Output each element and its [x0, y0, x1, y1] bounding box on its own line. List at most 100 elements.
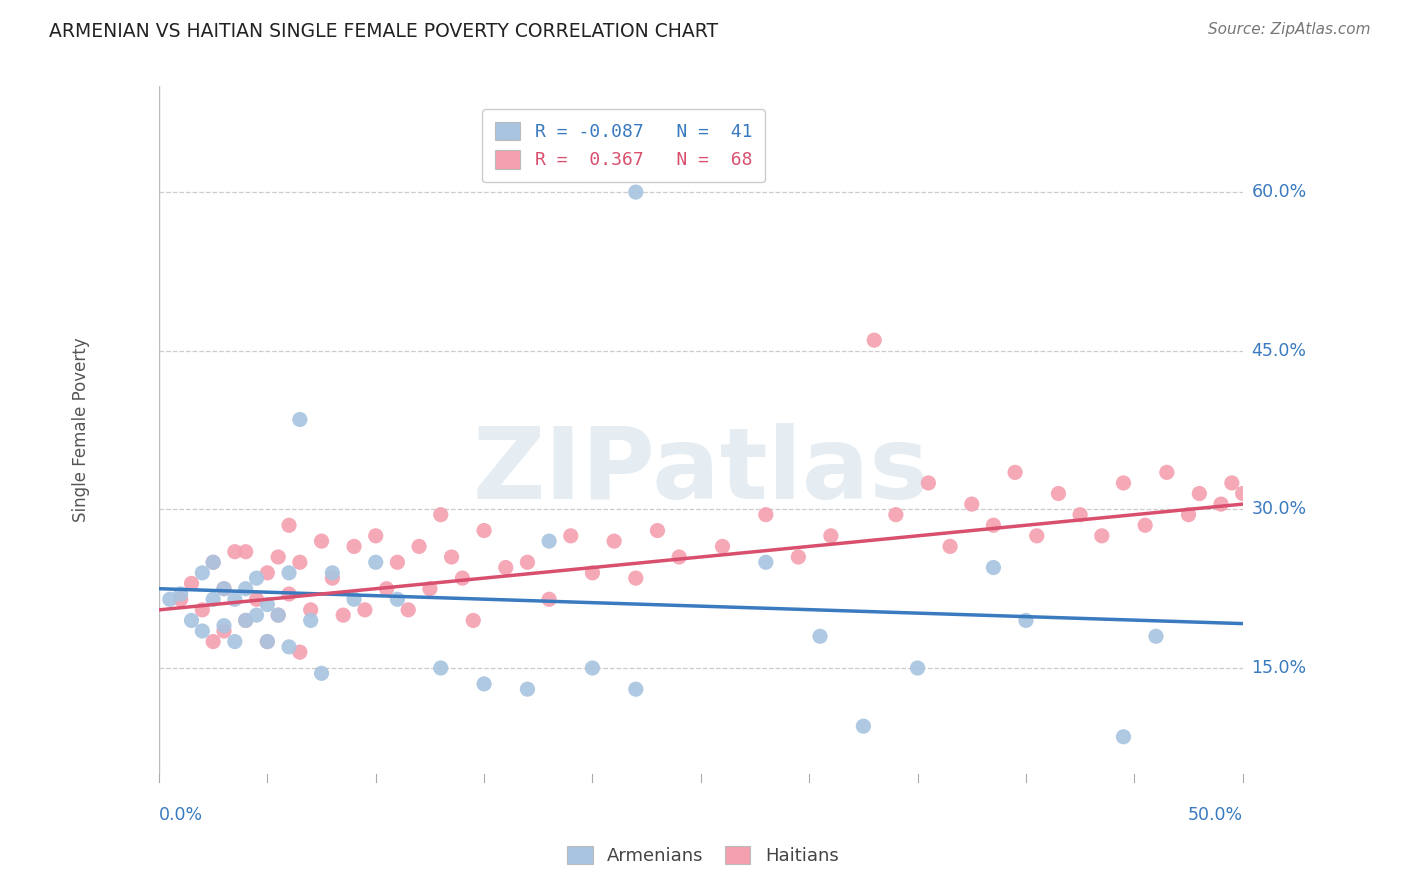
Text: 50.0%: 50.0% — [1188, 805, 1243, 823]
Point — [288, 645, 311, 659]
Point — [1177, 508, 1199, 522]
Point — [852, 719, 875, 733]
Point — [387, 592, 409, 607]
Point — [429, 661, 451, 675]
Point — [364, 555, 387, 569]
Point — [332, 608, 354, 623]
Point — [787, 549, 810, 564]
Point — [505, 143, 527, 157]
Point — [408, 540, 430, 554]
Point — [375, 582, 398, 596]
Point — [1188, 486, 1211, 500]
Point — [180, 576, 202, 591]
Point — [256, 634, 278, 648]
Point — [917, 475, 939, 490]
Point — [820, 529, 842, 543]
Point — [256, 634, 278, 648]
Point — [299, 603, 322, 617]
Point — [1133, 518, 1156, 533]
Point — [1025, 529, 1047, 543]
Point — [581, 566, 603, 580]
Point — [256, 598, 278, 612]
Point — [321, 566, 343, 580]
Point — [311, 534, 333, 549]
Point — [191, 603, 214, 617]
Point — [267, 608, 290, 623]
Point — [939, 540, 962, 554]
Point — [983, 560, 1005, 574]
Point — [235, 582, 257, 596]
Point — [202, 592, 225, 607]
Point — [191, 624, 214, 638]
Point — [711, 540, 734, 554]
Point — [516, 555, 538, 569]
Point — [1015, 614, 1038, 628]
Point — [169, 587, 191, 601]
Point — [288, 555, 311, 569]
Point — [624, 185, 647, 199]
Point — [463, 614, 485, 628]
Point — [321, 571, 343, 585]
Point — [560, 529, 582, 543]
Point — [235, 614, 257, 628]
Point — [343, 540, 366, 554]
Point — [235, 614, 257, 628]
Point — [1209, 497, 1232, 511]
Text: Single Female Poverty: Single Female Poverty — [72, 338, 90, 523]
Point — [1232, 486, 1254, 500]
Point — [278, 640, 301, 654]
Point — [1112, 730, 1135, 744]
Point — [278, 587, 301, 601]
Point — [180, 614, 202, 628]
Point — [1091, 529, 1114, 543]
Point — [191, 566, 214, 580]
Point — [808, 629, 831, 643]
Point — [960, 497, 983, 511]
Point — [245, 571, 267, 585]
Text: ARMENIAN VS HAITIAN SINGLE FEMALE POVERTY CORRELATION CHART: ARMENIAN VS HAITIAN SINGLE FEMALE POVERT… — [49, 22, 718, 41]
Point — [224, 634, 246, 648]
Point — [224, 544, 246, 558]
Point — [538, 534, 561, 549]
Point — [755, 555, 778, 569]
Text: 60.0%: 60.0% — [1251, 183, 1306, 201]
Point — [202, 555, 225, 569]
Point — [1069, 508, 1091, 522]
Point — [202, 634, 225, 648]
Point — [451, 571, 474, 585]
Point — [278, 566, 301, 580]
Point — [202, 555, 225, 569]
Point — [278, 518, 301, 533]
Point — [288, 412, 311, 426]
Point — [387, 555, 409, 569]
Point — [159, 592, 181, 607]
Text: 30.0%: 30.0% — [1251, 500, 1306, 518]
Point — [224, 592, 246, 607]
Point — [299, 614, 322, 628]
Point — [538, 592, 561, 607]
Point — [1156, 466, 1178, 480]
Point — [354, 603, 377, 617]
Point — [212, 624, 235, 638]
Point — [516, 682, 538, 697]
Point — [603, 534, 626, 549]
Point — [245, 592, 267, 607]
Point — [624, 571, 647, 585]
Point — [863, 333, 886, 347]
Point — [256, 566, 278, 580]
Point — [419, 582, 441, 596]
Point — [1047, 486, 1070, 500]
Point — [364, 529, 387, 543]
Point — [495, 560, 517, 574]
Point — [755, 508, 778, 522]
Text: 0.0%: 0.0% — [159, 805, 202, 823]
Point — [343, 592, 366, 607]
Text: 45.0%: 45.0% — [1251, 342, 1306, 359]
Point — [647, 524, 669, 538]
Point — [440, 549, 463, 564]
Point — [212, 582, 235, 596]
Point — [169, 592, 191, 607]
Point — [1220, 475, 1243, 490]
Point — [1112, 475, 1135, 490]
Point — [1144, 629, 1167, 643]
